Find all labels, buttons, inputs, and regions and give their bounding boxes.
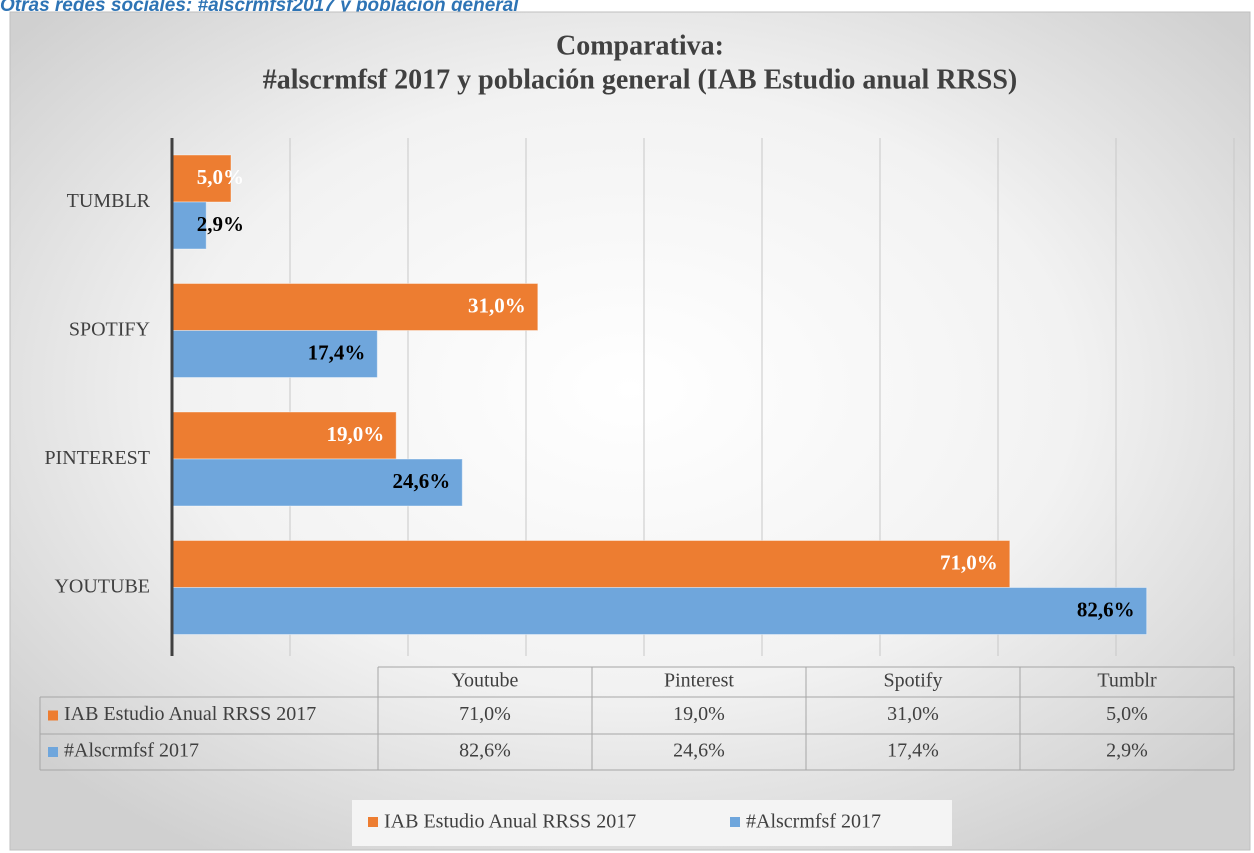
table-header: Pinterest [664, 670, 734, 692]
data-label: 71,0% [940, 550, 998, 574]
table-legend-key [48, 747, 58, 757]
legend-label: IAB Estudio Anual RRSS 2017 [384, 811, 636, 833]
table-header: Youtube [452, 670, 519, 692]
data-label: 24,6% [393, 469, 451, 493]
data-label: 82,6% [1077, 597, 1135, 621]
table-cell: 19,0% [673, 703, 725, 725]
legend-swatch [368, 817, 378, 827]
chart-title: Comparativa: [556, 30, 724, 61]
table-header: Tumblr [1097, 670, 1157, 692]
table-legend-key [48, 710, 58, 721]
bar [171, 330, 378, 378]
data-label: 2,9% [197, 212, 244, 236]
y-tick-label: SPOTIFY [69, 318, 150, 340]
bar [171, 540, 1011, 588]
data-label: 5,0% [197, 165, 244, 189]
bar [171, 587, 1148, 635]
y-tick-label: YOUTUBE [54, 575, 150, 597]
legend-label: #Alscrmfsf 2017 [746, 811, 881, 833]
legend-box [352, 800, 952, 846]
table-cell: 5,0% [1106, 703, 1148, 725]
chart-title: #alscrmfsf 2017 y población general (IAB… [263, 64, 1018, 95]
bar [171, 458, 463, 507]
bar [171, 283, 539, 331]
table-header: Spotify [884, 670, 943, 692]
table-cell: 71,0% [459, 703, 511, 725]
bar [171, 154, 232, 203]
legend-swatch [730, 817, 740, 827]
data-label: 19,0% [326, 422, 384, 446]
table-cell: 82,6% [459, 740, 511, 762]
data-label: 31,0% [468, 293, 526, 317]
bar [171, 201, 207, 250]
table-cell: 31,0% [887, 703, 939, 725]
table-cell: 24,6% [673, 740, 725, 762]
y-tick-label: TUMBLR [67, 190, 151, 212]
y-tick-label: PINTEREST [44, 447, 150, 469]
data-label: 17,4% [308, 340, 366, 364]
table-series-name: IAB Estudio Anual RRSS 2017 [64, 703, 316, 725]
table-series-name: #Alscrmfsf 2017 [64, 740, 199, 762]
bar [171, 411, 397, 460]
table-cell: 2,9% [1106, 740, 1148, 762]
table-cell: 17,4% [887, 740, 939, 762]
